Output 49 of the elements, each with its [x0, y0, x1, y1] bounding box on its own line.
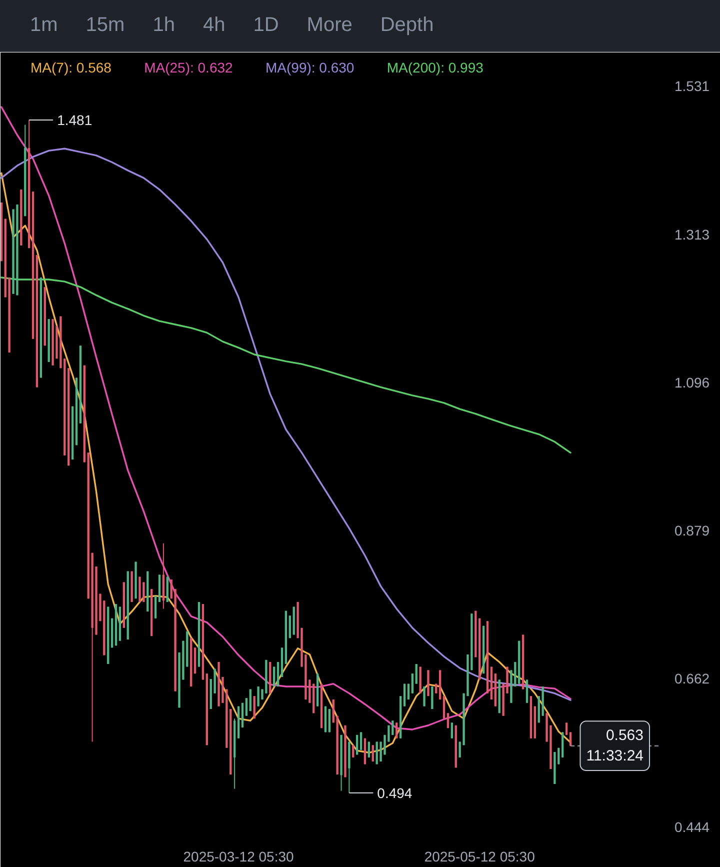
text: MA(7): 0.568 [30, 60, 112, 76]
candlestick [403, 683, 406, 707]
text: 1D [253, 13, 279, 38]
candlestick [411, 673, 414, 694]
text: MA(200): 0.993 [386, 60, 484, 76]
candlestick [245, 698, 248, 716]
line-series [0, 276, 572, 454]
candlestick [569, 732, 572, 746]
candlestick [288, 615, 291, 639]
text: Depth [380, 13, 434, 38]
y-tick-label: 0.444 [674, 818, 710, 835]
candlestick [376, 741, 378, 765]
y-tick-label: 0.879 [674, 522, 710, 538]
candlestick [352, 744, 354, 758]
candlestick [372, 744, 374, 762]
x-tick-label: 2025-03-12 05:30 [183, 848, 294, 864]
x-tick-label: 2025-05-12 05:30 [424, 848, 536, 864]
candlestick [415, 664, 418, 684]
candlestick [565, 722, 568, 736]
candlestick [257, 686, 260, 707]
text: MA(99): 0.630 [266, 60, 354, 76]
candlestick [526, 679, 528, 704]
candlestick [423, 686, 426, 707]
candlestick [396, 722, 398, 739]
y-tick-label: 1.531 [674, 78, 710, 94]
candlestick [450, 722, 454, 739]
annotation: 0.494 [377, 784, 412, 801]
text: More [306, 13, 352, 38]
candlestick [249, 688, 252, 712]
y-tick-label: 1.096 [674, 374, 710, 390]
y-tick-label: 0.662 [674, 670, 710, 686]
candlestick [360, 732, 362, 750]
text: 4h [202, 13, 226, 38]
ref-line-label: 0.563 11:33:24 [586, 727, 644, 765]
candlestick [253, 696, 256, 720]
text: 1m [30, 13, 58, 38]
candlestick [154, 595, 157, 619]
candlestick [407, 683, 410, 700]
candlestick [442, 696, 446, 720]
candlestick [368, 741, 370, 758]
text: 1h [152, 13, 175, 38]
candlestick [431, 686, 434, 710]
annotation: 1.481 [57, 112, 92, 128]
text: 15m [86, 13, 125, 38]
y-tick-label: 1.313 [674, 226, 710, 243]
text: MA(25): 0.632 [144, 60, 234, 76]
candlestick [328, 708, 331, 733]
candlestick [446, 712, 450, 729]
candlestick [273, 666, 276, 688]
